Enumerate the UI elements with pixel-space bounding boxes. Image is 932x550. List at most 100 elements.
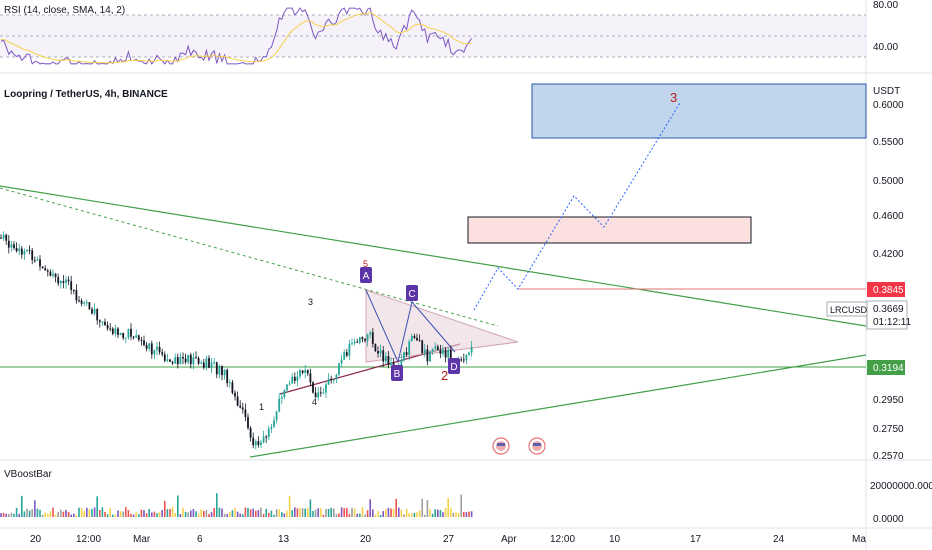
target-zone-box[interactable] [531, 83, 867, 139]
candle-body [156, 346, 158, 350]
volume-bar [187, 512, 189, 517]
volume-bar [444, 508, 447, 517]
candle-body [98, 320, 101, 322]
volume-bar [96, 496, 98, 517]
main-pane[interactable]: Loopring / TetherUS, 4h, BINANCE USDT 1 … [0, 83, 900, 458]
candle-body [283, 390, 286, 398]
candle-body [280, 397, 283, 399]
current-price-badge[interactable]: 0.3669 01:12:11 [866, 300, 912, 330]
volume-bar [340, 507, 343, 517]
projection-path[interactable] [473, 102, 681, 311]
triangle-pattern[interactable] [365, 289, 519, 363]
candle-body [335, 374, 338, 380]
svg-text:C: C [408, 289, 415, 300]
volume-bar [283, 513, 286, 517]
volume-bar [70, 514, 72, 517]
volume-bar [379, 514, 382, 517]
wave-badge-d[interactable]: D [448, 358, 460, 374]
ascending-trendline[interactable] [249, 354, 867, 458]
volume-bar [322, 514, 325, 517]
volume-bar [145, 513, 148, 517]
candle-body [36, 259, 39, 261]
price-label: 0.5500 [873, 137, 904, 148]
volume-bar [257, 510, 260, 517]
price-axis[interactable]: 0.6000 0.5500 0.5000 0.4600 0.4200 0.295… [873, 100, 904, 462]
time-label: 13 [278, 534, 290, 545]
volume-bar [247, 508, 249, 517]
candle-body [228, 382, 231, 384]
price-label: 0.2750 [873, 424, 904, 435]
candle-body [213, 362, 216, 364]
wave-label-3-small: 3 [308, 297, 313, 307]
volume-bar [275, 509, 278, 517]
volume-bar [122, 511, 124, 517]
candlestick-series[interactable] [0, 231, 473, 450]
candle-body [10, 244, 13, 248]
volume-bar [278, 509, 280, 517]
descending-dashed-trendline[interactable] [0, 187, 499, 327]
candle-body [57, 277, 60, 284]
candle-body [111, 328, 114, 334]
us-economic-event-icon[interactable] [528, 437, 546, 455]
volume-bar [260, 507, 262, 517]
candle-body [218, 366, 221, 375]
volume-bar [106, 514, 109, 517]
volume-bar [382, 511, 384, 517]
candle-body [7, 240, 10, 248]
candle-body [106, 325, 109, 329]
volume-bar [320, 508, 322, 517]
rsi-indicator-label[interactable]: RSI (14, close, SMA, 14, 2) [4, 5, 125, 16]
candle-body [239, 405, 242, 408]
candle-body [49, 271, 52, 276]
candle-body [273, 420, 275, 427]
resistance-price-badge[interactable]: 0.3845 [867, 282, 905, 297]
rsi-pane[interactable]: RSI (14, close, SMA, 14, 2) 80.00 40.00 [0, 0, 898, 65]
rsi-line [0, 7, 473, 65]
candle-body [447, 349, 450, 358]
candle-body [265, 436, 268, 438]
volume-bar [296, 508, 299, 517]
volume-bar [314, 509, 317, 517]
vboostbar-pane[interactable]: VBoostBar 20000000.0000 0.0000 [0, 469, 932, 525]
candle-body [26, 249, 28, 252]
volume-bar [366, 510, 369, 517]
wave-badge-b[interactable]: B [391, 365, 403, 381]
volume-bar [203, 510, 205, 517]
volume-bar [104, 511, 106, 517]
wave-badge-a[interactable]: A [360, 267, 372, 283]
volume-bar [80, 507, 83, 517]
volume-bar [93, 507, 96, 517]
time-axis[interactable]: 20 12:00 Mar 6 13 20 27 Apr 12:00 10 17 … [30, 534, 866, 545]
volume-bar [8, 514, 10, 517]
resistance-zone-box[interactable] [467, 216, 752, 244]
support-price-badge[interactable]: 0.3194 [867, 360, 905, 375]
candle-body [70, 281, 73, 291]
indicator-scale-bottom: 0.0000 [873, 514, 904, 525]
candle-body [39, 259, 41, 267]
volume-bar [218, 507, 221, 517]
candle-body [288, 383, 291, 385]
vboostbar-label[interactable]: VBoostBar [4, 469, 52, 480]
symbol-title[interactable]: Loopring / TetherUS, 4h, BINANCE [4, 89, 168, 100]
candle-body [117, 328, 119, 335]
ticker-label-badge[interactable]: LRCUSDT [826, 301, 873, 317]
us-economic-event-icon[interactable] [492, 437, 510, 455]
wave-label-1: 1 [259, 402, 264, 412]
candle-body [332, 379, 335, 381]
descending-trendline[interactable] [0, 185, 867, 327]
volume-bar [23, 511, 26, 517]
candle-body [166, 359, 169, 361]
candle-body [325, 384, 327, 393]
wave-badge-c[interactable]: C [406, 285, 418, 301]
candle-body [286, 384, 288, 391]
volume-bar [109, 508, 111, 517]
candle-body [444, 349, 447, 358]
volume-bar [416, 512, 418, 517]
price-label: 0.2950 [873, 395, 904, 406]
candle-body [405, 352, 408, 355]
candle-body [161, 352, 164, 355]
volume-bar [405, 508, 408, 517]
volume-bar [359, 513, 361, 517]
abcd-path[interactable] [365, 289, 456, 364]
